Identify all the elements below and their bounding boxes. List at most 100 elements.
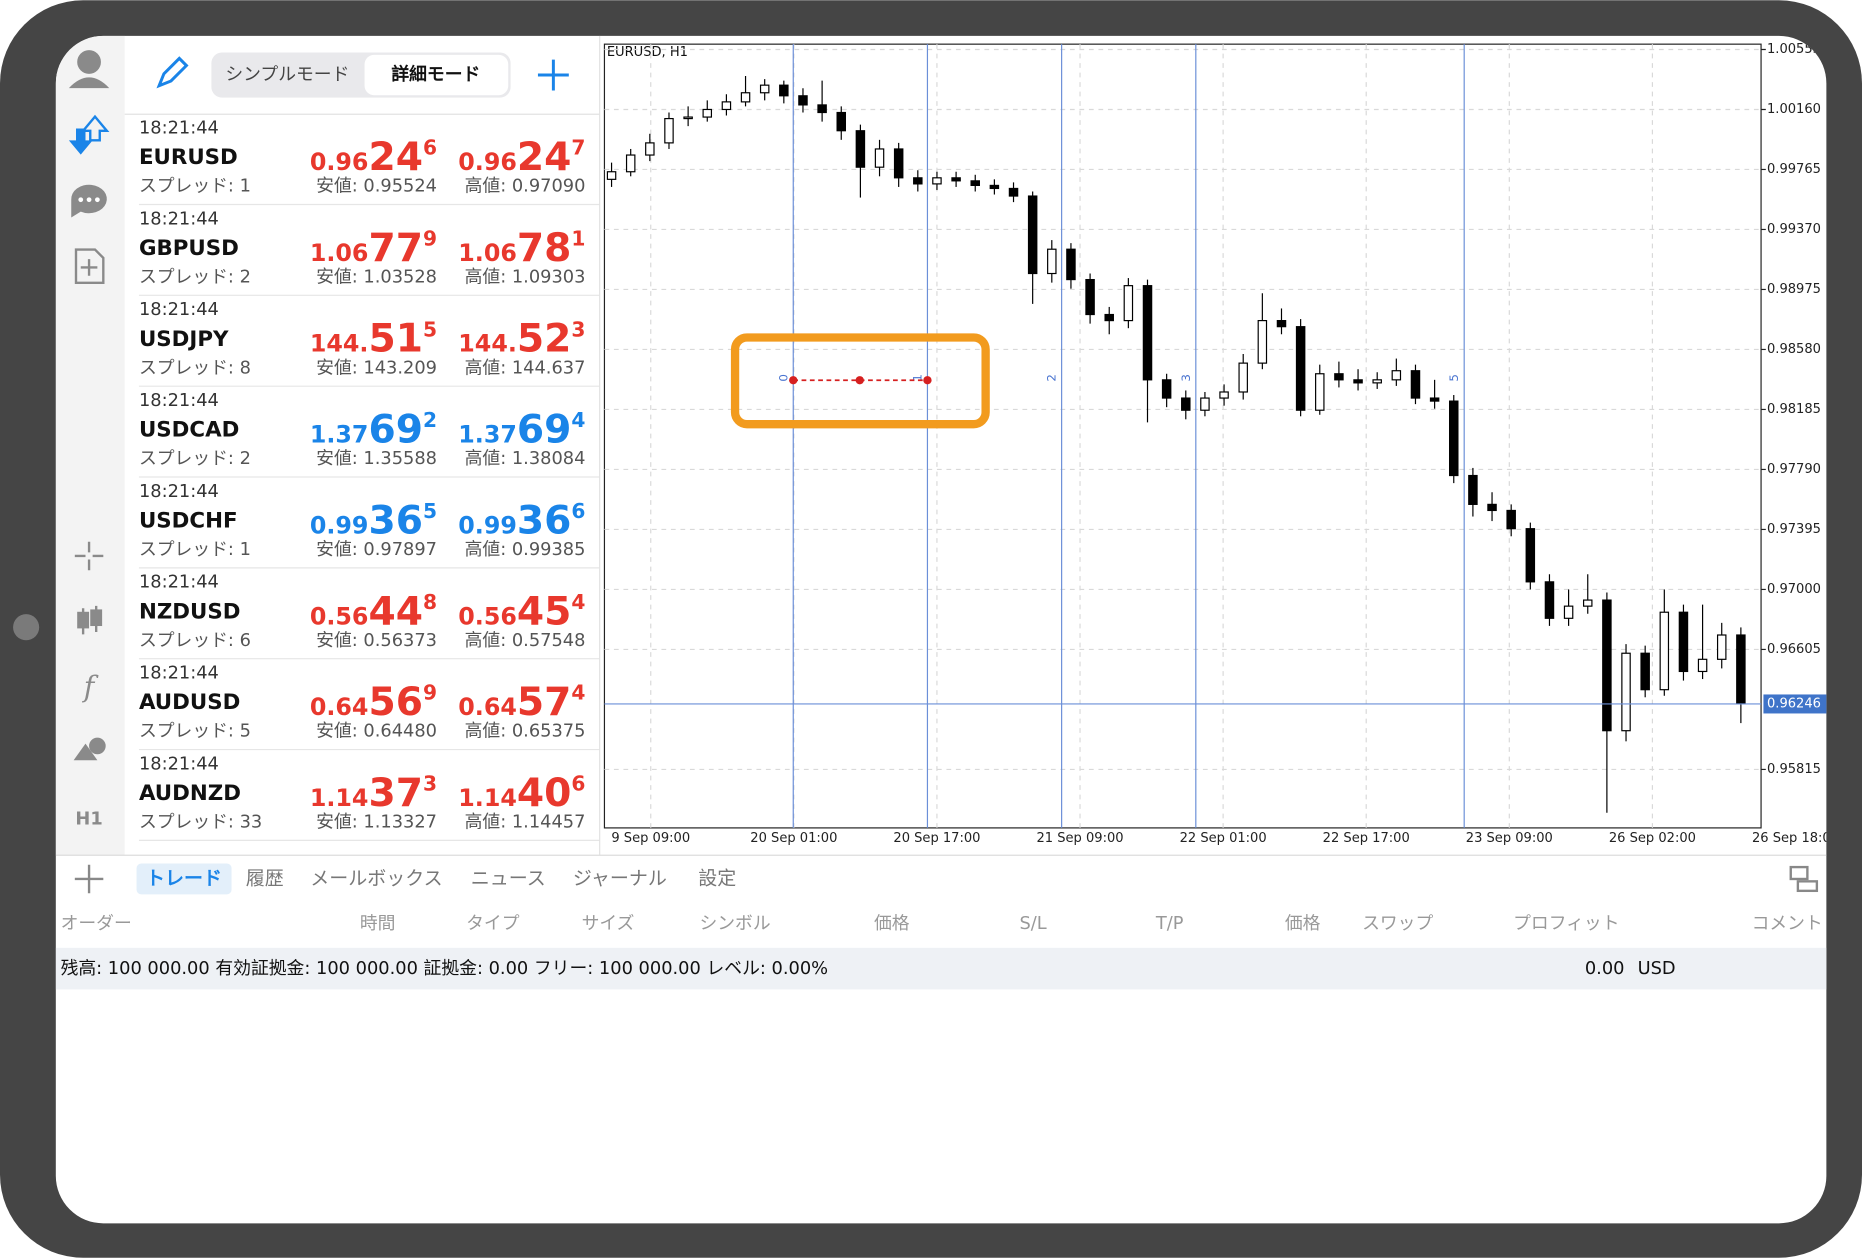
quote-ask[interactable]: 0.56454 [458, 589, 585, 634]
add-button[interactable] [74, 864, 104, 894]
edit-icon[interactable] [156, 56, 189, 89]
objects-icon[interactable] [73, 737, 106, 761]
quote-ask[interactable]: 0.99366 [458, 498, 585, 543]
quote-ask[interactable]: 0.96247 [458, 135, 585, 180]
price-fraction: 6 [571, 499, 585, 523]
summary-row [55, 947, 1827, 990]
crosshair-icon[interactable] [74, 541, 104, 571]
price-fraction: 9 [423, 681, 437, 705]
quote-row[interactable]: 18:21:44 EURUSD スプレッド: 1 安値: 0.95524 高値: 0.9… [138, 117, 600, 206]
y-tick-label: 1.00160 [1767, 102, 1821, 117]
quote-bid[interactable]: 1.06779 [310, 226, 437, 271]
candle-body [1659, 611, 1670, 691]
price-fraction: 3 [423, 772, 437, 796]
quote-row[interactable]: 18:21:44 USDCHF スプレッド: 1 安値: 0.97897 高値: 0.9… [138, 481, 600, 569]
candle-body [1429, 397, 1440, 402]
price-prefix: 1.14 [310, 784, 369, 812]
quote-bid[interactable]: 0.56448 [310, 589, 437, 634]
time-zone-label: 5 [1447, 374, 1461, 382]
quote-ask[interactable]: 0.64574 [458, 680, 585, 725]
mode-advanced[interactable]: 詳細モード [391, 63, 480, 85]
quote-row[interactable]: 18:21:44 GBPUSD スプレッド: 2 安値: 1.03528 高値: 1.0… [138, 208, 600, 296]
quote-ask[interactable]: 1.37694 [458, 408, 585, 453]
y-tick-label: 0.98580 [1767, 342, 1821, 357]
candle-body [606, 171, 617, 180]
candle-body [989, 184, 1000, 190]
chart-type-icon[interactable] [77, 605, 103, 635]
tab[interactable]: 設定 [698, 867, 736, 889]
quote-ask[interactable]: 1.06781 [458, 226, 585, 271]
quote-row[interactable]: 18:21:44 AUDNZD スプレッド: 33 安値: 1.13327 高値: 1.… [138, 753, 600, 841]
quote-low: 安値: 1.13327 [316, 812, 437, 833]
quote-bid[interactable]: 144.515 [310, 317, 437, 362]
tool-point[interactable] [923, 376, 932, 385]
price-pips: 52 [517, 317, 572, 362]
tab[interactable]: メールボックス [310, 867, 442, 889]
quote-row[interactable]: 18:21:44 AUDUSD スプレッド: 5 安値: 0.64480 高値: 0.6… [138, 663, 600, 751]
trade-icon[interactable] [68, 114, 110, 155]
quote-time: 18:21:44 [139, 753, 219, 774]
candle-body [1238, 362, 1248, 393]
price-pips: 24 [368, 135, 423, 180]
tab[interactable]: ニュース [471, 867, 546, 889]
price-pips: 78 [517, 226, 572, 271]
quote-time: 18:21:44 [139, 663, 219, 684]
candle-body [798, 95, 808, 106]
layout-icon[interactable] [1789, 865, 1819, 893]
new-order-icon[interactable] [74, 248, 105, 285]
candle-body [779, 84, 789, 97]
price-fraction: 6 [571, 772, 585, 796]
quote-bid[interactable]: 0.96246 [310, 135, 437, 180]
tab[interactable]: ジャーナル [573, 867, 667, 889]
candle-body [721, 101, 732, 111]
candle-body [1678, 611, 1689, 673]
quote-row[interactable]: 18:21:44 NZDUSD スプレッド: 6 安値: 0.56373 高値: 0.5… [138, 572, 600, 660]
quote-bid[interactable]: 0.99365 [310, 498, 437, 543]
quote-high: 高値: 0.97090 [465, 176, 586, 197]
candle-body [1525, 528, 1536, 583]
price-prefix: 0.99 [310, 511, 369, 539]
price-prefix: 0.99 [458, 511, 517, 539]
candle-body [1582, 599, 1593, 607]
quote-bid[interactable]: 1.14373 [310, 771, 437, 816]
quote-bid[interactable]: 1.37692 [310, 408, 437, 453]
y-tick-label: 0.98975 [1767, 282, 1821, 297]
quote-ask[interactable]: 1.14406 [458, 771, 585, 816]
quote-low: 安値: 1.03528 [316, 267, 437, 288]
mode-simple[interactable]: シンプルモード [225, 64, 349, 85]
price-fraction: 5 [423, 499, 437, 523]
candle-body [1047, 248, 1057, 275]
price-prefix: 1.14 [458, 784, 517, 812]
add-symbol[interactable] [537, 59, 569, 91]
candle-body [1736, 634, 1746, 704]
quote-row[interactable]: 18:21:44 USDJPY スプレッド: 8 安値: 143.209 高値: 144… [138, 299, 600, 387]
y-tick-label: 0.97395 [1767, 522, 1821, 537]
candle-body [1315, 373, 1325, 411]
candle-body [1716, 634, 1727, 660]
chat-icon[interactable] [71, 184, 107, 218]
candle-body [1449, 400, 1459, 477]
time-zone-label: 2 [1045, 374, 1059, 382]
timeframe-button[interactable]: H1 [75, 809, 102, 830]
account-summary: 残高: 100 000.00 有効証拠金: 100 000.00 証拠金: 0.… [61, 958, 829, 979]
y-tick-label: 0.97790 [1767, 462, 1821, 477]
price-prefix: 0.64 [310, 693, 369, 721]
time-zone-label: 1 [910, 374, 924, 382]
candle-body [874, 148, 885, 168]
x-tick-label: 22 Sep 17:00 [1323, 831, 1410, 846]
tab[interactable]: 履歴 [246, 867, 284, 889]
quote-ask[interactable]: 144.523 [458, 317, 585, 362]
column-header: スワップ [1362, 913, 1433, 934]
price-pips: 57 [517, 680, 572, 725]
tab[interactable]: トレード [146, 867, 222, 889]
quote-time: 18:21:44 [139, 299, 219, 320]
quote-bid[interactable]: 0.64569 [310, 680, 437, 725]
column-header: プロフィット [1513, 913, 1619, 934]
quote-low: 安値: 0.64480 [316, 721, 437, 742]
quote-row[interactable]: 18:21:44 USDCAD スプレッド: 2 安値: 1.35588 高値: 1.3… [138, 390, 600, 478]
candle-body [1544, 581, 1555, 619]
tool-point[interactable] [789, 376, 798, 385]
tool-point[interactable] [855, 376, 864, 385]
candle-body [893, 148, 904, 179]
